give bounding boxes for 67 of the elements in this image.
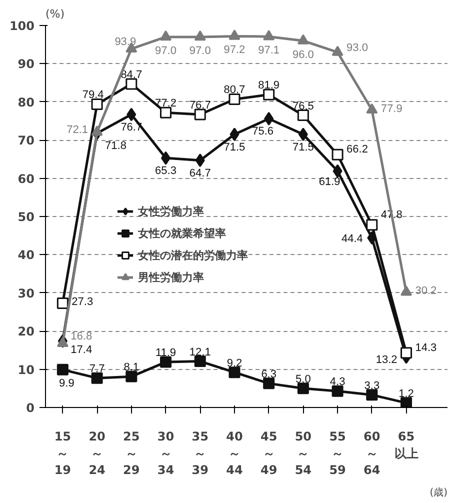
- x-axis-title: (歳): [430, 486, 448, 498]
- x-tick-label: 50 ～ 54: [294, 430, 312, 478]
- data-label: 76.7: [189, 100, 211, 112]
- data-label: 17.4: [70, 344, 92, 356]
- data-label: 81.9: [258, 80, 280, 92]
- x-tick-label: 20 ～ 24: [88, 430, 106, 478]
- y-tick-label: 20: [18, 324, 35, 339]
- data-label: 71.8: [105, 140, 126, 152]
- y-tick-label: 60: [18, 172, 35, 186]
- y-tick-label: 80: [18, 95, 35, 110]
- data-label: 7.7: [89, 363, 105, 376]
- x-tick-label: 35 ～ 39: [192, 430, 208, 478]
- data-label: 12.1: [189, 346, 211, 358]
- data-label: 30.2: [415, 285, 437, 298]
- y-tick-label: 100: [9, 19, 35, 33]
- y-tick-label: 0: [26, 401, 35, 415]
- data-label: 11.9: [155, 347, 176, 360]
- y-tick-label: 40: [18, 248, 35, 262]
- data-label: 6.3: [261, 368, 276, 380]
- data-label: 77.9: [380, 102, 402, 115]
- y-tick-label: 50: [18, 210, 35, 224]
- data-label: 9.2: [226, 357, 242, 370]
- data-label: 1.2: [398, 388, 414, 400]
- data-label: 4.3: [330, 376, 346, 388]
- x-tick-label: 30 ～ 34: [157, 430, 174, 478]
- data-label: 71.5: [292, 141, 314, 154]
- data-label: 14.3: [415, 342, 437, 354]
- y-tick-label: 30: [18, 286, 35, 300]
- data-label: 97.0: [155, 44, 176, 57]
- x-tick-label: 15 ～ 19: [54, 430, 72, 478]
- data-label: 64.7: [189, 167, 211, 180]
- data-label: 80.7: [224, 84, 246, 96]
- data-label: 66.2: [346, 144, 368, 156]
- data-label: 3.3: [364, 380, 380, 392]
- data-label: 93.0: [346, 42, 368, 54]
- data-label: 13.2: [376, 354, 398, 366]
- data-label: 93.9: [114, 36, 136, 48]
- data-label: 97.0: [189, 44, 211, 57]
- legend-label: 女性労働力率: [138, 204, 204, 218]
- data-label: 44.4: [342, 232, 363, 245]
- x-tick-label: 45 ～ 49: [260, 430, 278, 478]
- data-label: 76.5: [292, 100, 314, 112]
- y-axis-title: (%): [46, 8, 65, 20]
- data-label: 5.0: [296, 373, 311, 386]
- data-label: 8.1: [124, 362, 140, 374]
- data-label: 65.3: [155, 165, 176, 178]
- x-tick-label: 65 以上: [394, 430, 418, 460]
- data-label: 61.9: [318, 176, 340, 188]
- data-label: 97.2: [224, 44, 246, 56]
- x-tick-label: 40 ～ 44: [226, 430, 243, 478]
- x-tick-label: 55 ～ 59: [329, 430, 346, 478]
- x-tick-label: 25 ～ 29: [123, 430, 140, 478]
- data-label: 97.1: [258, 44, 280, 57]
- data-label: 72.1: [66, 124, 88, 136]
- legend-label: 女性の就業希望率: [138, 226, 226, 240]
- y-tick-label: 10: [18, 362, 35, 377]
- data-label: 27.3: [72, 296, 94, 308]
- x-tick-label: 60 ～ 64: [364, 430, 380, 478]
- y-tick-label: 70: [18, 134, 35, 148]
- data-label: 16.8: [70, 330, 92, 342]
- data-label: 9.9: [59, 378, 74, 390]
- legend-label: 男性労働力率: [138, 270, 204, 284]
- data-label: 96.0: [292, 48, 314, 61]
- y-tick-label: 90: [18, 57, 35, 72]
- data-label: 79.4: [82, 89, 104, 102]
- data-label: 75.6: [252, 126, 274, 138]
- data-label: 71.5: [224, 141, 246, 154]
